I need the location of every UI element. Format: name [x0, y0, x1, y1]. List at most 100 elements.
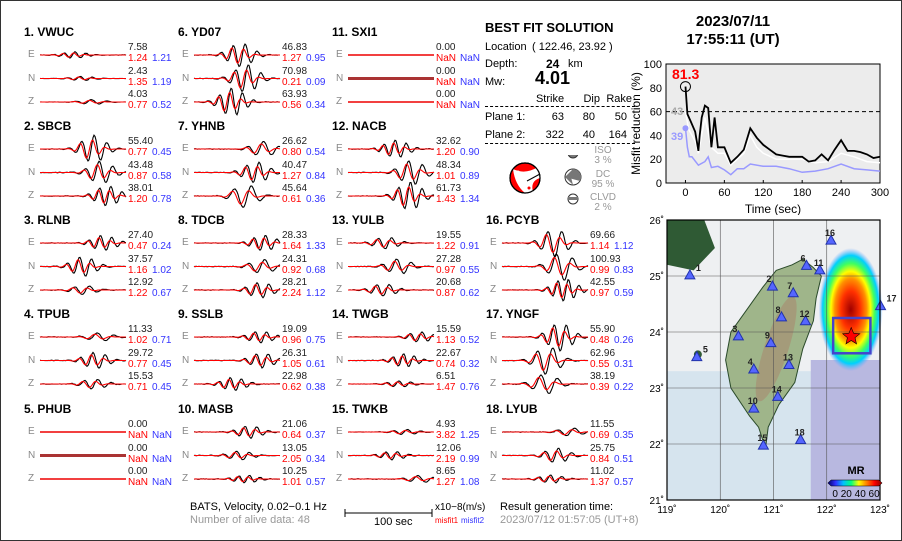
- station-name: 3. RLNB: [24, 213, 71, 227]
- dc-icon: [564, 168, 582, 186]
- misfit1-value: 0.56: [282, 100, 302, 111]
- misfit1-value: 0.39: [590, 382, 610, 393]
- misfit2-value: 0.22: [614, 382, 634, 393]
- station-triangle-icon: [794, 433, 807, 445]
- misfit2-value: NaN: [152, 477, 173, 488]
- misfit2-legend: misfit2: [461, 516, 485, 525]
- component-label: E: [28, 49, 35, 60]
- component-label: Z: [336, 96, 343, 107]
- misfit1-value: 1.13: [436, 335, 456, 346]
- misfit-reduction-chart: 0 60 120 180 240 300 0 20 40 60 80 100 Time (sec) Mis…: [629, 59, 889, 215]
- misfit2-value: 0.91: [460, 241, 480, 252]
- misfit1-value: 0.55: [590, 358, 610, 370]
- station-name: 5. PHUB: [24, 402, 72, 416]
- header-dip: Dip: [583, 93, 600, 105]
- component-label: N: [182, 166, 190, 178]
- misfit2-value: NaN: [460, 100, 481, 111]
- station-name: 14. TWGB: [332, 307, 389, 321]
- misfit1-value: 0.74: [436, 358, 456, 370]
- plane2-label: Plane 2:: [485, 129, 526, 141]
- station-number: 3: [732, 324, 737, 334]
- misfit1-value: 0.77: [128, 147, 148, 158]
- amplitude-value: 12.92: [128, 277, 154, 288]
- station-number: 16: [825, 228, 835, 238]
- station-number: 6: [801, 253, 806, 263]
- misfit2-value: 0.09: [306, 76, 326, 88]
- x-axis-label: Time (sec): [745, 202, 801, 215]
- misfit2-value: NaN: [460, 76, 481, 88]
- amplitude-value: 26.31: [282, 347, 308, 359]
- amplitude-value: 38.19: [590, 371, 616, 382]
- component-label: Z: [336, 473, 343, 484]
- component-label: N: [336, 72, 344, 84]
- misfit2-value: 0.67: [152, 288, 172, 299]
- observed-trace: [501, 347, 589, 375]
- amplitude-value: 19.55: [436, 230, 462, 241]
- misfit1-value: 0.47: [128, 241, 148, 252]
- alive-data-count: Number of alive data: 48: [190, 514, 310, 526]
- misfit2-value: 0.57: [306, 477, 326, 488]
- header-strike: Strike: [535, 93, 565, 105]
- station-triangle-icon: [766, 280, 779, 291]
- amplitude-value: 32.62: [436, 136, 462, 147]
- y-tick-label: 40: [650, 130, 662, 142]
- synthetic-trace: [194, 237, 281, 249]
- amplitude-value: 22.67: [436, 347, 462, 359]
- station-name: 8. TDCB: [178, 213, 225, 227]
- misfit1-value: 1.05: [282, 358, 302, 370]
- misfit1-value: 1.14: [590, 241, 610, 252]
- synthetic-trace: [194, 47, 280, 64]
- station-name: 6. YD07: [178, 25, 222, 39]
- lat-tick-label: 25˚: [650, 271, 664, 283]
- synthetic-trace: [194, 69, 280, 89]
- component-label: N: [336, 166, 344, 178]
- iso-label: ISO: [594, 145, 612, 156]
- misfit2-value: 1.25: [460, 430, 480, 441]
- component-label: N: [490, 354, 498, 366]
- synthetic-trace: [348, 429, 434, 435]
- x-tick-label: 0: [682, 187, 688, 199]
- component-label: E: [336, 143, 343, 154]
- y-tick-label: 60: [650, 107, 662, 119]
- component-label: Z: [182, 284, 189, 295]
- synthetic-trace: [348, 476, 435, 482]
- dc-value: 95 %: [591, 179, 615, 190]
- amplitude-value: 0.00: [128, 466, 148, 477]
- generation-time: 2023/07/12 01:57:05 (UT+8): [500, 514, 639, 526]
- misfit2-value: 0.95: [306, 53, 326, 64]
- gray-value-label: 43: [671, 106, 683, 118]
- misfit2-value: 1.19: [152, 76, 172, 88]
- misfit2-value: 0.45: [152, 147, 172, 158]
- time-scale-label: 100 sec: [374, 516, 413, 528]
- lon-tick-label: 122˚: [817, 504, 837, 516]
- synthetic-trace: [40, 189, 126, 204]
- synthetic-trace: [40, 258, 126, 274]
- misfit1-value: NaN: [128, 477, 149, 488]
- beachball-icon: [509, 162, 541, 194]
- station-triangle-icon: [690, 350, 703, 362]
- iso-icon: [567, 155, 579, 159]
- component-label: N: [28, 260, 36, 272]
- misfit2-value: 0.35: [614, 430, 634, 441]
- map-border: [666, 219, 881, 501]
- amplitude-value: 11.02: [590, 466, 615, 477]
- synthetic-trace: [40, 76, 126, 81]
- clvd-value: 2 %: [594, 202, 612, 213]
- central-mountains: [755, 296, 797, 402]
- dc-percent: DC 95 %: [591, 170, 615, 190]
- amplitude-value: 26.62: [282, 136, 308, 147]
- misfit1-value: 0.21: [282, 76, 302, 88]
- synthetic-trace: [348, 452, 434, 459]
- plane1-strike: 63: [551, 111, 564, 123]
- misfit1-value: 1.43: [436, 194, 456, 205]
- misfit2-value: 0.90: [460, 147, 480, 158]
- misfit1-value: 0.87: [436, 288, 456, 299]
- amplitude-value: 37.57: [128, 253, 154, 265]
- misfit2-value: 0.78: [152, 194, 172, 205]
- event-time: 17:55:11 (UT): [686, 31, 780, 48]
- misfit1-value: 1.27: [282, 170, 302, 182]
- amplitude-value: 29.72: [128, 347, 154, 359]
- lon-tick-label: 121˚: [763, 504, 783, 516]
- synthetic-trace: [194, 427, 280, 437]
